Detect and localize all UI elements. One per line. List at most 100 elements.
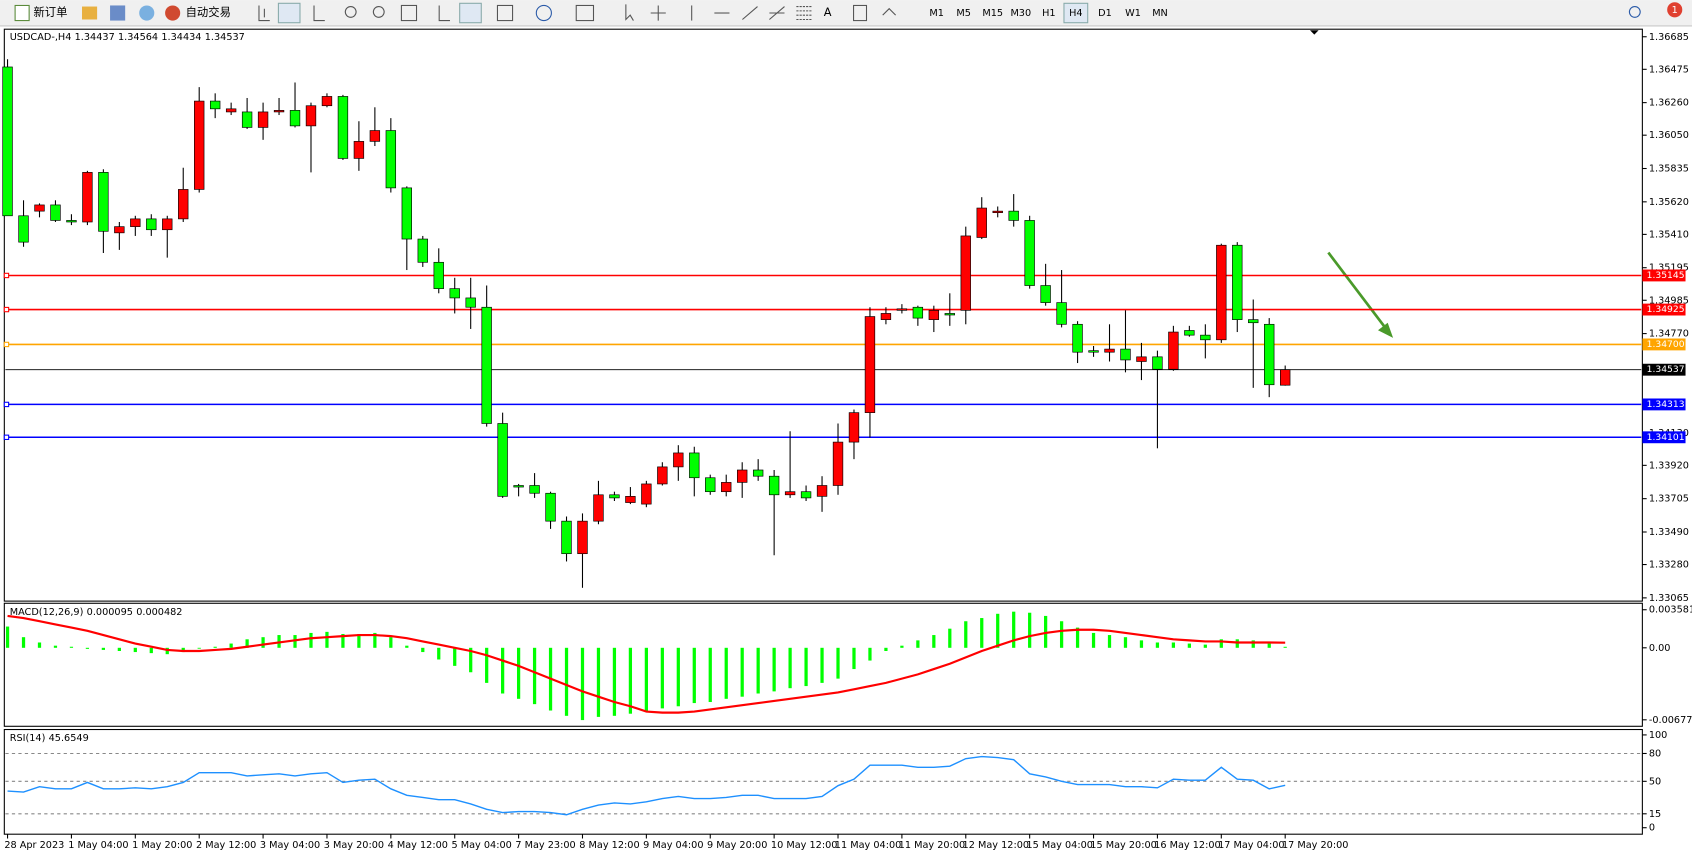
notification-count: 1 bbox=[1672, 5, 1678, 16]
macd-bar bbox=[1267, 643, 1271, 648]
icon-button[interactable] bbox=[882, 7, 897, 16]
notification-badge[interactable] bbox=[1667, 2, 1683, 18]
macd-bar bbox=[1283, 646, 1287, 648]
icon-button[interactable] bbox=[575, 4, 595, 22]
y-tick-label: 100 bbox=[1649, 730, 1668, 741]
macd-bar bbox=[469, 647, 473, 673]
x-tick-label: 12 May 12:00 bbox=[963, 840, 1030, 851]
arrow-head bbox=[1377, 322, 1394, 338]
candle-body bbox=[944, 313, 955, 316]
macd-bar bbox=[437, 647, 441, 660]
candle-body bbox=[1024, 220, 1035, 286]
price-label: 1.34925 bbox=[1647, 304, 1685, 315]
x-tick-label: 16 May 12:00 bbox=[1154, 840, 1221, 851]
icon-button[interactable] bbox=[496, 4, 514, 22]
icon-button[interactable] bbox=[796, 5, 812, 21]
macd-bar bbox=[868, 647, 872, 661]
y-tick-label: 1.35195 bbox=[1649, 263, 1689, 274]
y-tick-label: 1.33705 bbox=[1649, 494, 1689, 505]
timeframe-button[interactable]: M1 bbox=[929, 8, 944, 19]
macd-bar bbox=[1091, 632, 1096, 648]
y-tick-label: 1.36685 bbox=[1649, 32, 1689, 43]
macd-bar bbox=[692, 647, 696, 704]
x-tick-label: 17 May 04:00 bbox=[1218, 840, 1285, 851]
y-tick-label: 80 bbox=[1649, 748, 1661, 759]
icon-button[interactable] bbox=[535, 4, 552, 22]
macd-bar bbox=[676, 647, 680, 707]
icon-button[interactable] bbox=[625, 4, 634, 21]
macd-bar bbox=[884, 647, 888, 651]
x-tick-label: 10 May 12:00 bbox=[771, 840, 838, 851]
macd-bar bbox=[596, 647, 601, 717]
icon-button[interactable] bbox=[139, 5, 155, 21]
timeframe-button[interactable]: M30 bbox=[1010, 8, 1031, 19]
icon-button[interactable] bbox=[372, 5, 385, 18]
timeframe-button[interactable]: M5 bbox=[956, 8, 971, 19]
icon-button[interactable] bbox=[650, 5, 666, 21]
price-label: 1.34101 bbox=[1647, 432, 1685, 443]
macd-bar bbox=[628, 647, 633, 714]
macd-bar bbox=[1251, 640, 1255, 648]
candle-body bbox=[1104, 348, 1115, 353]
search-button[interactable] bbox=[1628, 5, 1641, 18]
y-tick-label: -0.006775 bbox=[1649, 715, 1692, 726]
text-tool[interactable]: A bbox=[824, 5, 832, 19]
icon-button[interactable] bbox=[438, 5, 450, 22]
macd-bar bbox=[948, 628, 952, 648]
y-tick-label: 0.003581 bbox=[1649, 605, 1692, 616]
icon-button[interactable] bbox=[400, 4, 418, 22]
macd-bar bbox=[213, 646, 217, 648]
icon-button[interactable] bbox=[459, 2, 482, 24]
macd-value: 0.000095 bbox=[87, 607, 133, 618]
ohlc-value: 1.34434 bbox=[161, 32, 201, 43]
icon-button[interactable] bbox=[110, 5, 126, 21]
timeframe-button[interactable]: MN bbox=[1152, 8, 1168, 19]
timeframe-button[interactable]: D1 bbox=[1098, 8, 1112, 19]
icon-button[interactable] bbox=[742, 6, 758, 20]
macd-bar bbox=[564, 647, 569, 716]
y-tick-label: 1.36260 bbox=[1649, 98, 1689, 109]
icon-button[interactable] bbox=[769, 6, 785, 20]
macd-bar bbox=[229, 643, 233, 648]
timeframe-button[interactable]: W1 bbox=[1125, 8, 1141, 19]
new-order-button[interactable]: 新订单 bbox=[14, 4, 67, 22]
candle-body bbox=[114, 226, 125, 234]
macd-bar bbox=[1107, 635, 1112, 648]
macd-bar bbox=[1155, 642, 1160, 648]
candle-body bbox=[1040, 285, 1051, 303]
timeframe-button[interactable]: H4 bbox=[1069, 8, 1082, 19]
candle-body bbox=[34, 204, 45, 212]
x-tick-label: 7 May 23:00 bbox=[515, 840, 575, 851]
x-tick-label: 2 May 12:00 bbox=[196, 840, 256, 851]
x-tick-label: 1 May 20:00 bbox=[132, 840, 192, 851]
timeframe-button[interactable]: M15 bbox=[982, 8, 1003, 19]
rsi-value: 45.6549 bbox=[49, 733, 89, 744]
icon-button[interactable] bbox=[277, 2, 301, 24]
icon-button[interactable] bbox=[344, 5, 357, 18]
candle-body bbox=[721, 482, 732, 493]
macd-bar bbox=[724, 647, 728, 699]
timeframe-button[interactable]: H1 bbox=[1042, 8, 1055, 19]
macd-bar bbox=[1028, 612, 1032, 648]
icon-button[interactable] bbox=[258, 5, 270, 22]
macd-bar bbox=[21, 637, 26, 648]
icon bbox=[14, 4, 30, 22]
x-tick-label: 17 May 20:00 bbox=[1282, 840, 1349, 851]
icon-button[interactable] bbox=[313, 5, 325, 22]
price-label-box bbox=[1642, 363, 1686, 376]
icon-button[interactable] bbox=[853, 4, 868, 22]
price-label-box bbox=[1642, 398, 1686, 411]
auto-trading-button[interactable]: 自动交易 bbox=[165, 5, 231, 21]
icon-button[interactable] bbox=[82, 6, 98, 20]
candle-body bbox=[433, 261, 444, 289]
candle-body bbox=[1008, 210, 1019, 221]
macd-bar bbox=[612, 647, 617, 716]
indicator-header: RSI(14) 45.6549 bbox=[10, 733, 89, 744]
macd-bar bbox=[900, 645, 904, 648]
y-tick-label: 1.34770 bbox=[1649, 329, 1689, 340]
arrow-shaft bbox=[1327, 251, 1387, 329]
y-tick-label: 15 bbox=[1649, 809, 1661, 820]
macd-bar bbox=[421, 647, 425, 653]
candle-body bbox=[162, 218, 173, 231]
